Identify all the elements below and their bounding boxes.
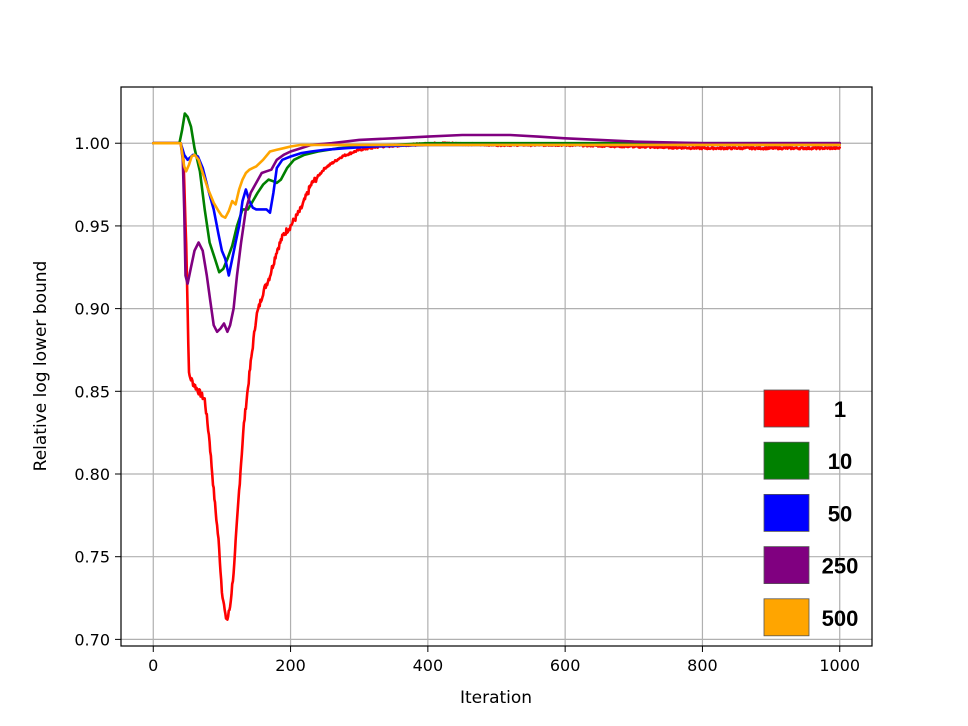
x-tick-label: 0 [148, 656, 158, 675]
axis-ticks: 0 200 400 600 800 1000 0.70 0.75 0.80 0.85 0.90 0.9… [74, 134, 860, 675]
legend: 1 10 50 250 500 [763, 389, 859, 637]
grid [121, 87, 872, 646]
x-tick-label: 600 [550, 656, 581, 675]
y-axis-label: Relative log lower bound [31, 261, 51, 472]
legend-label-50: 50 [828, 501, 852, 526]
plot-frame [120, 86, 873, 647]
x-tick-label: 200 [275, 656, 306, 675]
series-lines [152, 112, 842, 621]
x-tick-label: 800 [687, 656, 718, 675]
y-tick-label: 0.90 [74, 300, 110, 319]
x-tick-label: 1000 [819, 656, 860, 675]
x-tick-label: 400 [413, 656, 444, 675]
y-tick-label: 0.85 [74, 382, 110, 401]
legend-swatch-10 [763, 441, 810, 480]
legend-swatch-1 [763, 389, 810, 428]
legend-swatch-500 [763, 598, 810, 637]
y-tick-label: 0.80 [74, 465, 110, 484]
y-tick-label: 0.95 [74, 217, 110, 236]
y-tick-label: 1.00 [74, 134, 110, 153]
x-axis-label: Iteration [460, 688, 532, 708]
y-tick-label: 0.75 [74, 548, 110, 567]
series-line-250 [152, 133, 842, 334]
legend-label-10: 10 [828, 449, 852, 474]
legend-label-250: 250 [822, 554, 859, 579]
legend-swatch-50 [763, 493, 810, 532]
legend-swatch-250 [763, 546, 810, 584]
y-tick-label: 0.70 [74, 630, 110, 649]
legend-label-1: 1 [834, 397, 846, 422]
series-line-500 [152, 141, 842, 219]
legend-label-500: 500 [822, 606, 859, 631]
